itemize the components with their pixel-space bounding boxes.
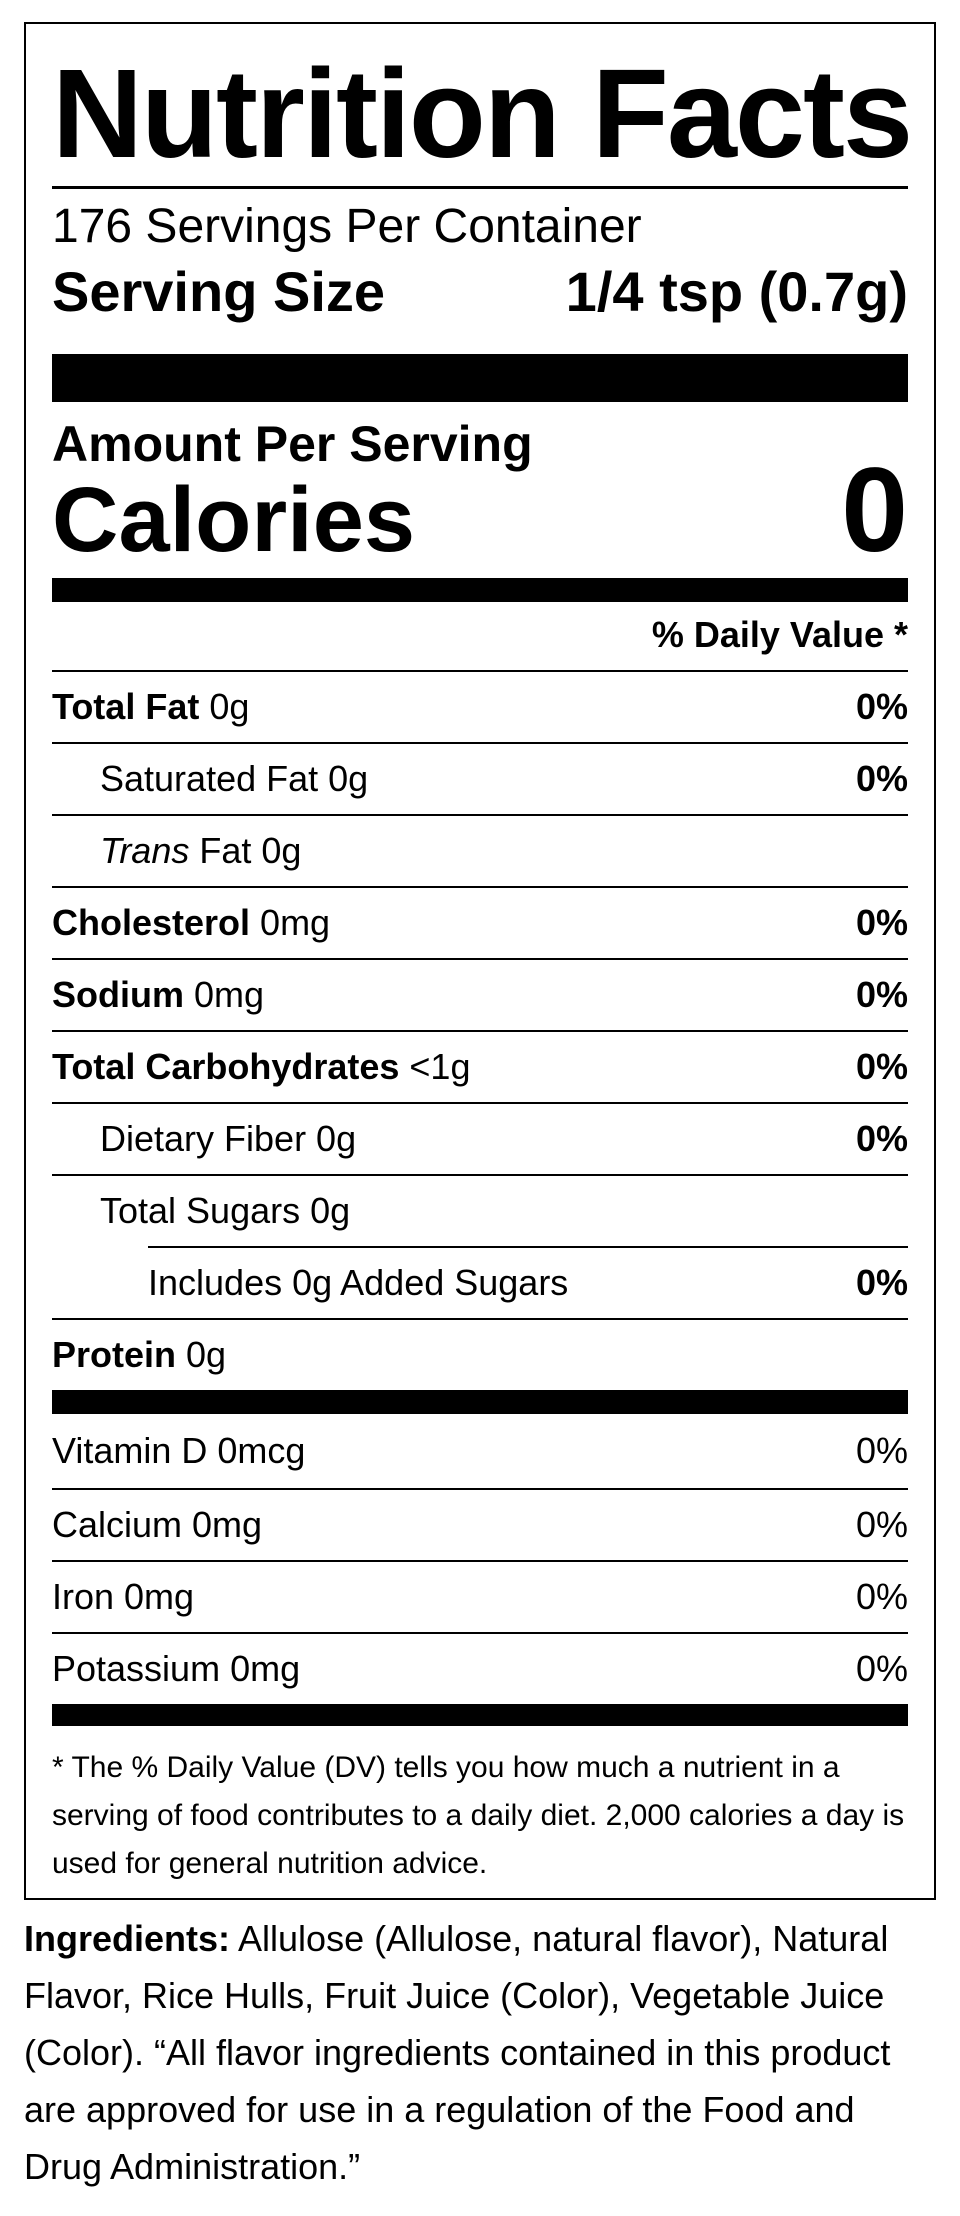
nutrient-dv: 0% (855, 758, 908, 799)
nutrient-name: Includes 0g Added Sugars (148, 1262, 569, 1303)
amount-per-serving: Amount Per Serving (52, 416, 533, 472)
vitamin-dv: 0% (855, 1648, 908, 1689)
nutrient-row-cholesterol: Cholesterol 0mg 0% (52, 886, 908, 958)
nutrient-name: Saturated Fat 0g (100, 758, 369, 799)
vitamin-dv: 0% (855, 1576, 908, 1617)
nutrient-name: Dietary Fiber 0g (100, 1118, 357, 1159)
calories-value: 0 (841, 443, 908, 577)
nutrient-name: Total Carbohydrates <1g (52, 1046, 471, 1087)
nutrient-dv: 0% (855, 1118, 908, 1159)
nutrient-name: Total Sugars 0g (100, 1190, 351, 1231)
vitamin-name: Calcium 0mg (52, 1504, 263, 1545)
vitamin-row-calcium: Calcium 0mg 0% (52, 1488, 908, 1560)
nutrient-name: Sodium 0mg (52, 974, 265, 1015)
nutrient-row-trans-fat: Trans Fat 0g (52, 814, 908, 886)
nutrient-row-total-fat: Total Fat 0g 0% (52, 670, 908, 742)
servings-per-container: 176 Servings Per Container (52, 200, 642, 253)
nutrition-facts-title: Nutrition Facts (52, 43, 913, 184)
ingredients-statement: Ingredients: Allulose (Allulose, natural… (24, 1910, 936, 2195)
nutrient-row-protein: Protein 0g (52, 1318, 908, 1390)
nutrient-name: Total Fat 0g (52, 686, 250, 727)
nutrient-row-saturated-fat: Saturated Fat 0g 0% (52, 742, 908, 814)
nutrient-row-total-sugars: Total Sugars 0g (52, 1174, 908, 1246)
nutrient-name: Protein 0g (52, 1334, 227, 1375)
nutrient-dv: 0% (855, 1262, 908, 1303)
nutrient-row-sodium: Sodium 0mg 0% (52, 958, 908, 1030)
nutrient-row-dietary-fiber: Dietary Fiber 0g 0% (52, 1102, 908, 1174)
serving-size-value: 1/4 tsp (0.7g) (565, 260, 908, 323)
nutrient-name: Cholesterol 0mg (52, 902, 331, 943)
nutrient-dv: 0% (855, 1046, 908, 1087)
vitamin-name: Potassium 0mg (52, 1648, 301, 1689)
divider-medium (52, 1390, 908, 1414)
nutrient-name: Trans Fat 0g (100, 830, 302, 871)
ingredients-text: Allulose (Allulose, natural flavor), Nat… (24, 1918, 891, 2187)
vitamin-dv: 0% (855, 1504, 908, 1545)
ingredients-label: Ingredients: (24, 1918, 231, 1959)
nutrient-row-total-carbohydrates: Total Carbohydrates <1g 0% (52, 1030, 908, 1102)
vitamin-row-iron: Iron 0mg 0% (52, 1560, 908, 1632)
daily-value-footnote: * The % Daily Value (DV) tells you how m… (52, 1751, 905, 1880)
calories-label: Calories (52, 469, 416, 571)
vitamin-name: Vitamin D 0mcg (52, 1430, 306, 1471)
divider-thick (52, 354, 908, 402)
vitamin-row-potassium: Potassium 0mg 0% (52, 1632, 908, 1704)
divider-medium (52, 578, 908, 602)
divider-medium (52, 1704, 908, 1726)
nutrient-row-added-sugars: Includes 0g Added Sugars 0% (148, 1246, 908, 1318)
vitamin-name: Iron 0mg (52, 1576, 195, 1617)
daily-value-header: % Daily Value * (651, 614, 908, 655)
divider-thin (52, 186, 908, 189)
nutrition-facts-panel: Nutrition Facts 176 Servings Per Contain… (24, 22, 936, 1900)
vitamin-row-vitamin-d: Vitamin D 0mcg 0% (52, 1416, 908, 1488)
vitamin-dv: 0% (855, 1430, 908, 1471)
nutrient-dv: 0% (855, 902, 908, 943)
nutrient-dv: 0% (855, 686, 908, 727)
serving-size-row: Serving Size 1/4 tsp (0.7g) (52, 260, 908, 324)
nutrient-dv: 0% (855, 974, 908, 1015)
serving-size-label: Serving Size (52, 260, 386, 323)
